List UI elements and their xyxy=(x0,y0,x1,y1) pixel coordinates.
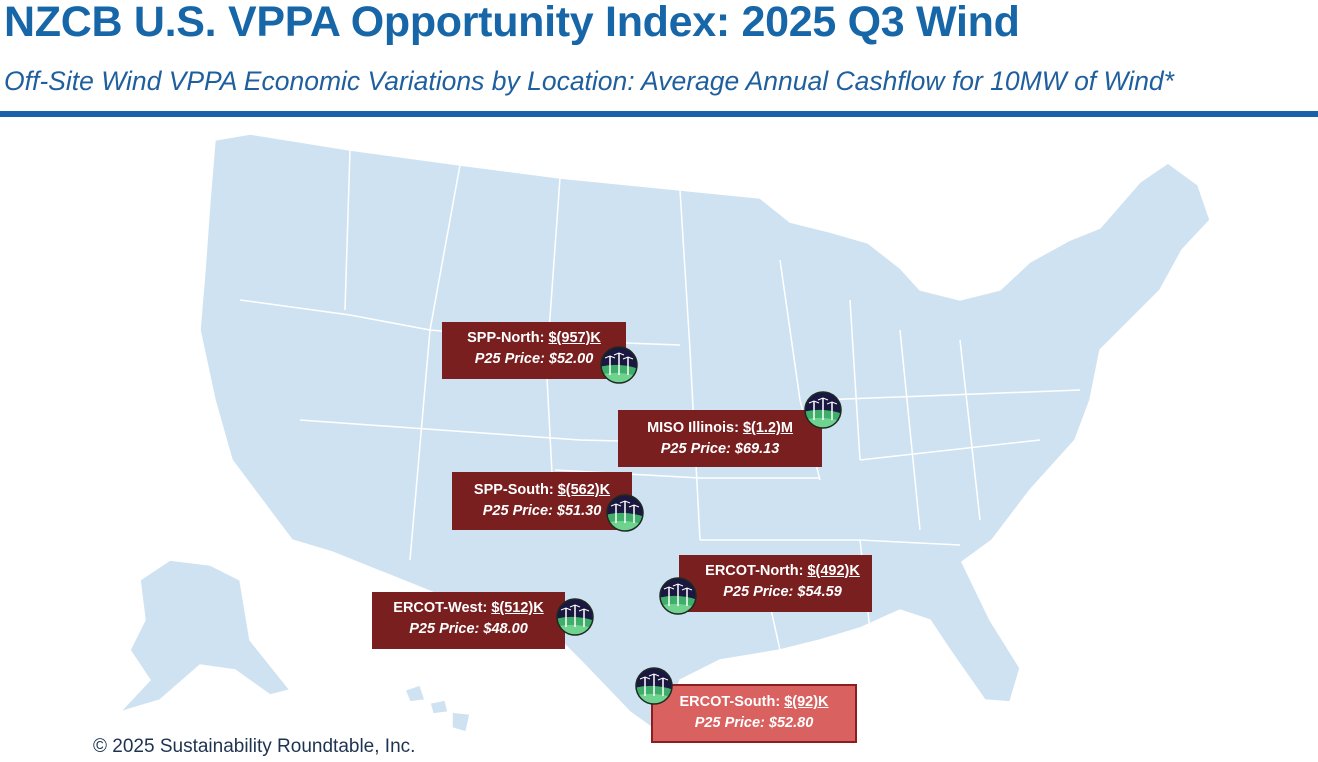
region-name: ERCOT-West: xyxy=(393,600,488,616)
region-name: SPP-North: xyxy=(467,330,545,346)
page-title: NZCB U.S. VPPA Opportunity Index: 2025 Q… xyxy=(4,0,1020,46)
price-label: P25 Price: xyxy=(723,584,794,600)
page-subtitle: Off-Site Wind VPPA Economic Variations b… xyxy=(4,66,1174,96)
region-name: ERCOT-North: xyxy=(705,563,804,579)
wind-turbine-icon xyxy=(803,390,843,430)
price-label: P25 Price: xyxy=(660,441,731,457)
marker-label-miso-illinois: MISO Illinois: $(1.2)M P25 Price: $69.13 xyxy=(618,410,822,467)
price-label: P25 Price: xyxy=(474,351,545,367)
price-value: $52.80 xyxy=(768,715,814,731)
cashflow-value: $(957)K xyxy=(548,330,601,346)
price-label: P25 Price: xyxy=(409,621,480,637)
cashflow-value: $(562)K xyxy=(557,482,611,498)
marker-label-spp-south: SPP-South: $(562)K P25 Price: $51.30 xyxy=(452,472,632,530)
price-value: $54.59 xyxy=(797,584,842,600)
price-value: $69.13 xyxy=(734,441,780,457)
cashflow-value: $(492)K xyxy=(807,563,860,579)
region-name: MISO Illinois: xyxy=(647,420,739,436)
header-divider xyxy=(0,111,1318,117)
price-value: $48.00 xyxy=(483,621,528,637)
marker-label-spp-north: SPP-North: $(957)K P25 Price: $52.00 xyxy=(442,322,626,379)
wind-turbine-icon xyxy=(658,576,698,616)
price-label: P25 Price: xyxy=(482,503,553,519)
price-label: P25 Price: xyxy=(694,715,765,731)
hawaii xyxy=(403,684,471,733)
wind-turbine-icon xyxy=(605,493,645,533)
copyright: © 2025 Sustainability Roundtable, Inc. xyxy=(93,736,416,757)
marker-label-ercot-north: ERCOT-North: $(492)K P25 Price: $54.59 xyxy=(679,555,872,612)
marker-label-ercot-west: ERCOT-West: $(512)K P25 Price: $48.00 xyxy=(372,592,565,649)
cashflow-value: $(1.2)M xyxy=(742,420,793,436)
wind-turbine-icon xyxy=(634,666,674,706)
alaska xyxy=(117,559,292,714)
cashflow-value: $(92)K xyxy=(784,694,829,710)
price-value: $52.00 xyxy=(548,351,594,367)
cashflow-value: $(512)K xyxy=(491,600,544,616)
wind-turbine-icon xyxy=(599,345,639,385)
price-value: $51.30 xyxy=(556,503,602,519)
marker-label-ercot-south: ERCOT-South: $(92)K P25 Price: $52.80 xyxy=(651,684,857,743)
region-name: ERCOT-South: xyxy=(679,694,781,710)
region-name: SPP-South: xyxy=(473,482,554,498)
wind-turbine-icon xyxy=(555,597,595,637)
